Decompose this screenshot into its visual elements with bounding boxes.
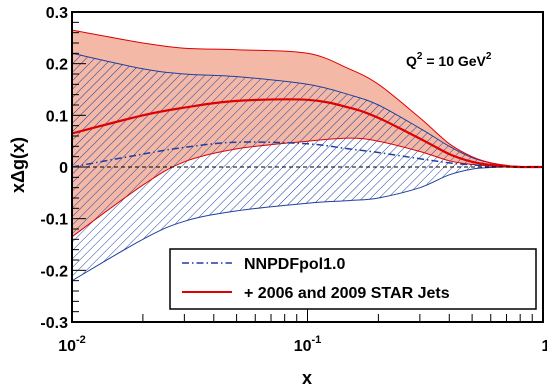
band-nnpdf: [72, 53, 543, 281]
central-line-nnpdf: [72, 141, 543, 168]
q2-annotation: Q2 = 10 GeV2: [406, 51, 492, 69]
legend-label-nnpdf: NNPDFpol1.0: [244, 256, 345, 273]
y-tick-label: 0.2: [46, 57, 68, 74]
q2-annotation-base: Q: [406, 53, 417, 69]
legend-label-star: + 2006 and 2009 STAR Jets: [244, 285, 450, 302]
y-tick-label: -0.3: [40, 315, 68, 332]
x-tick-label: 10-2: [58, 334, 86, 355]
x-tick-label: 10-1: [294, 334, 322, 355]
y-tick-label: 0.1: [46, 108, 68, 125]
legend-box: [169, 248, 537, 310]
legend: NNPDFpol1.0 + 2006 and 2009 STAR Jets: [169, 248, 537, 310]
y-axis-label: xΔg(x): [8, 137, 28, 193]
y-tick-label: -0.2: [40, 263, 68, 280]
y-tick-label: 0.3: [46, 5, 68, 22]
q2-annotation-sup1: 2: [417, 51, 423, 62]
q2-annotation-mid: = 10 GeV: [422, 53, 486, 69]
x-axis-label: x: [302, 368, 312, 388]
q2-annotation-sup2: 2: [486, 51, 492, 62]
y-tick-label: 0: [59, 160, 68, 177]
y-tick-label: -0.1: [40, 212, 68, 229]
x-tick-label: 1: [542, 338, 547, 355]
axis-ticks: -0.3 -0.2 -0.1 0 0.1 0.2 0.3 10-2 10-1 1: [40, 5, 547, 355]
